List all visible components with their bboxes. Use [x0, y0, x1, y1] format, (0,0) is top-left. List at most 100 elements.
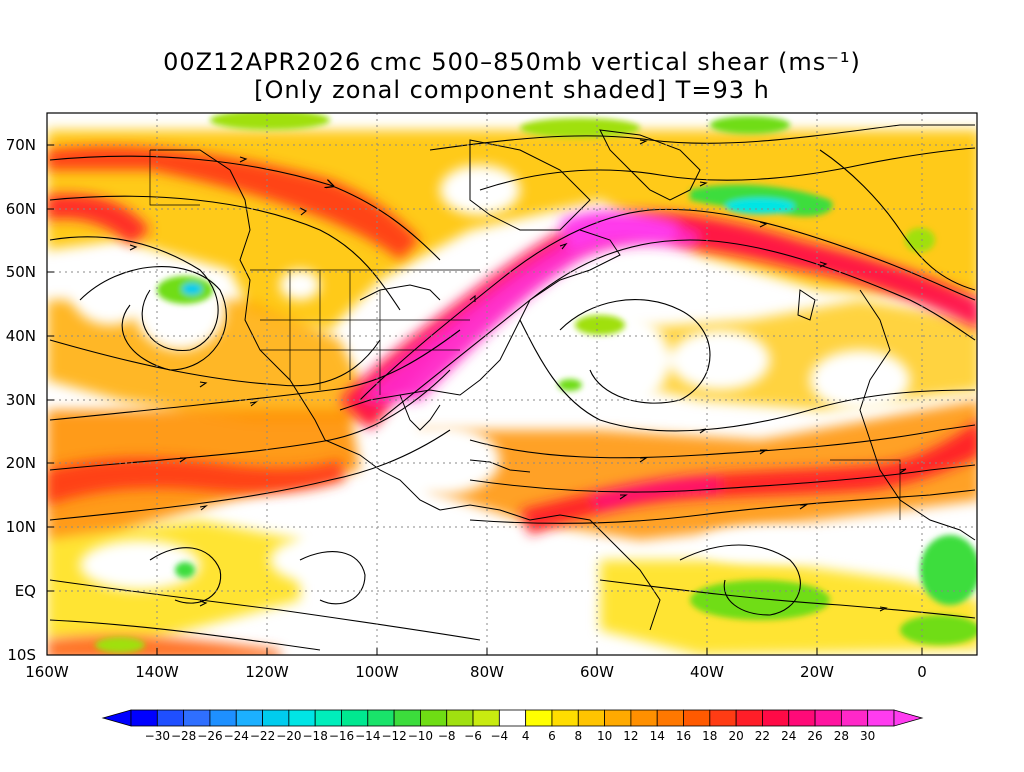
colorbar-swatch	[735, 709, 763, 727]
jet-core-shading	[47, 146, 977, 655]
streamline	[49, 619, 321, 651]
colorbar-swatch	[314, 709, 342, 727]
colorbar: −30 −28 −26 −24 −22 −20 −18 −16 −14 −12 −10 −8 −6 −4 4…	[101, 709, 924, 743]
colorbar-swatch	[130, 709, 158, 727]
lat-label: 40N	[6, 327, 36, 345]
stream-arrow	[899, 468, 907, 474]
colorbar-swatch	[788, 709, 816, 727]
colorbar-swatch	[156, 709, 185, 727]
colorbar-label: −24	[224, 729, 249, 743]
stream-arrow	[199, 505, 208, 511]
alaska-border	[149, 150, 200, 206]
streamline	[469, 464, 976, 493]
west-coast-north-america	[150, 149, 326, 441]
lat-label: EQ	[15, 582, 36, 600]
streamline	[359, 208, 976, 401]
streamline	[519, 319, 976, 432]
stream-arrow	[699, 428, 707, 434]
colorbar-swatch	[183, 709, 211, 727]
lon-label: 80W	[470, 663, 504, 681]
stream-arrow	[619, 494, 628, 500]
europe-africa-coast	[859, 289, 976, 541]
lon-label: 120W	[245, 663, 289, 681]
east-coast-north-america	[339, 229, 621, 411]
colorbar-arrow-right	[893, 709, 924, 727]
caribbean-islands	[469, 459, 531, 473]
stream-arrows	[129, 139, 907, 612]
stream-arrow	[699, 181, 708, 187]
colorbar-swatch	[525, 709, 553, 727]
streamline	[149, 547, 222, 604]
lat-label: 10S	[7, 646, 36, 664]
streamline	[379, 239, 976, 421]
longitude-labels: 160W 140W 120W 100W 80W 60W 40W 20W 0	[25, 663, 927, 681]
colorbar-label: 26	[807, 729, 822, 743]
colorbar-label: −30	[145, 729, 170, 743]
latitude-labels: 70N 60N 50N 40N 30N 20N 10N EQ 10S	[6, 136, 36, 664]
colorbar-label: −22	[250, 729, 275, 743]
colorbar-label: 24	[781, 729, 796, 743]
colorbar-label: −8	[438, 729, 456, 743]
lon-label: 20W	[800, 663, 834, 681]
state-borders	[289, 270, 381, 395]
colorbar-swatch	[656, 709, 684, 727]
colorbar-label: −6	[464, 729, 482, 743]
lat-label: 20N	[6, 454, 36, 472]
lon-label: 0	[917, 663, 927, 681]
lon-label: 100W	[355, 663, 399, 681]
colorbar-swatch	[420, 709, 448, 727]
coastlines	[150, 129, 976, 631]
streamline	[469, 424, 976, 459]
colorbar-swatch	[235, 709, 263, 727]
colorbar-label: 6	[548, 729, 556, 743]
colorbar-swatch	[209, 709, 237, 727]
colorbar-swatch	[683, 709, 711, 727]
colorbar-swatch	[709, 709, 737, 727]
colorbar-label: 16	[676, 729, 691, 743]
streamline	[819, 149, 976, 291]
streamline	[49, 429, 451, 521]
stream-arrow	[819, 261, 828, 268]
lon-label: 60W	[580, 663, 614, 681]
colorbar-label: 20	[728, 729, 743, 743]
graticule	[47, 113, 977, 655]
lon-label: 160W	[25, 663, 69, 681]
colorbar-swatch	[630, 709, 658, 727]
lon-label: 140W	[135, 663, 179, 681]
colorbar-swatch	[288, 709, 316, 727]
stream-arrow	[639, 139, 648, 145]
stream-arrow	[559, 242, 568, 250]
colorbar-label: −18	[303, 729, 328, 743]
streamline	[559, 299, 711, 404]
lon-label: 40W	[690, 663, 724, 681]
colorbar-label: 10	[597, 729, 612, 743]
lat-label: 50N	[6, 263, 36, 281]
stream-arrow	[799, 504, 808, 510]
british-isles-coast	[797, 289, 816, 321]
stream-arrow	[759, 221, 768, 228]
streamlines	[49, 124, 976, 651]
stream-arrow	[759, 449, 768, 455]
streamline	[479, 147, 976, 191]
colorbar-label: 14	[650, 729, 665, 743]
lat-label: 60N	[6, 200, 36, 218]
colorbar-label: −16	[329, 729, 354, 743]
political-borders	[149, 150, 901, 520]
central-america-coast	[324, 439, 441, 511]
colorbar-label: 18	[702, 729, 717, 743]
streamline	[49, 195, 401, 311]
streamline	[429, 124, 975, 151]
streamline	[679, 544, 801, 616]
colorbar-swatch	[341, 709, 369, 727]
colorbar-label: −4	[490, 729, 508, 743]
colorbar-swatch	[577, 709, 605, 727]
shading-layer	[47, 113, 977, 655]
streamline	[599, 579, 976, 619]
colorbar-label: 28	[834, 729, 849, 743]
colorbar-label: −12	[381, 729, 406, 743]
colorbar-swatch	[393, 709, 421, 727]
streamline	[79, 266, 227, 371]
state-borders-horizontal	[260, 319, 470, 351]
africa-borders	[830, 459, 901, 520]
stream-arrow	[639, 457, 648, 463]
